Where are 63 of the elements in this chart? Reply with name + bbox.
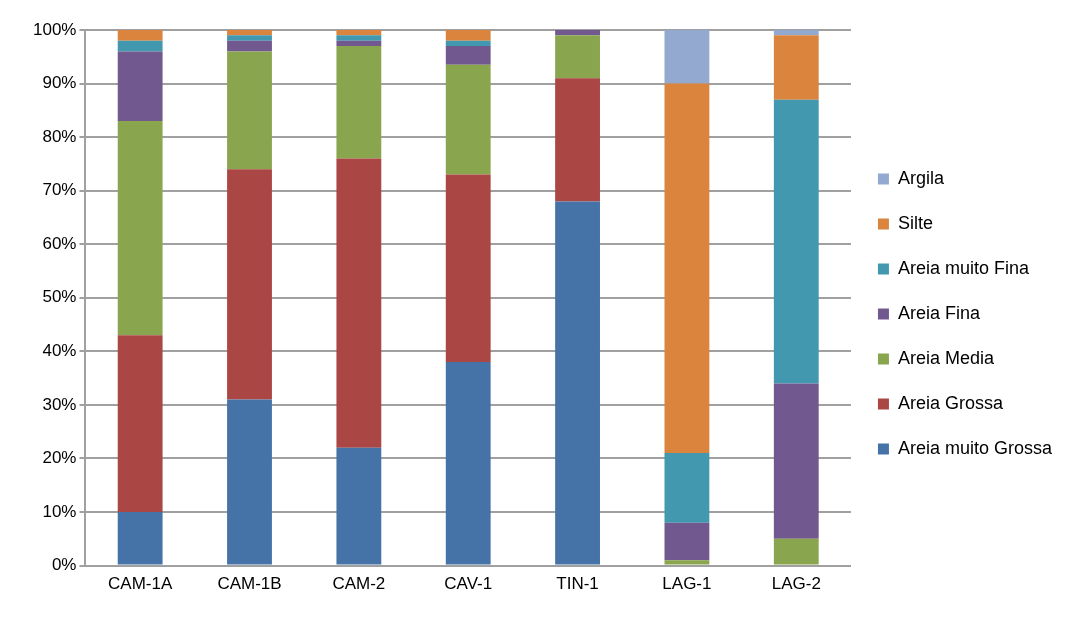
bar — [664, 522, 710, 561]
bar — [445, 362, 491, 565]
bar — [117, 121, 163, 336]
y-tick-label: 90% — [42, 73, 77, 93]
x-tick-label: CAM-2 — [332, 574, 386, 594]
bar — [445, 30, 491, 41]
bar — [336, 158, 382, 448]
bar — [117, 30, 163, 41]
bar — [336, 447, 382, 565]
bar — [117, 335, 163, 513]
bar — [336, 35, 382, 41]
bar — [336, 46, 382, 159]
bar — [773, 99, 819, 384]
bar — [555, 30, 600, 36]
y-tick-label: 30% — [42, 394, 77, 414]
bar — [664, 453, 710, 523]
bar — [227, 40, 272, 52]
bar — [773, 383, 819, 539]
bar — [227, 169, 272, 400]
y-tick-label: 50% — [42, 287, 77, 307]
bar — [555, 78, 600, 202]
bar — [555, 201, 600, 565]
x-tick-label: CAM-1A — [108, 574, 173, 594]
bar — [227, 35, 272, 41]
y-tick-label: 100% — [33, 19, 77, 39]
bar — [773, 30, 819, 36]
x-tick-label: LAG-1 — [662, 574, 712, 594]
bar — [227, 399, 272, 565]
bar — [336, 40, 382, 47]
legend-label: Areia Fina — [897, 302, 981, 323]
legend-label: Argila — [897, 167, 945, 188]
bar — [445, 64, 491, 175]
x-tick-label: TIN-1 — [556, 574, 599, 594]
bar — [117, 512, 163, 565]
bar — [664, 83, 710, 454]
y-tick-label: 0% — [51, 555, 77, 575]
bar — [117, 40, 163, 52]
x-tick-label: CAM-1B — [217, 574, 282, 594]
y-tick-label: 10% — [42, 501, 77, 521]
y-tick-label: 40% — [42, 341, 77, 361]
bar — [117, 51, 163, 122]
bar — [773, 35, 819, 100]
bar — [445, 46, 491, 65]
legend-label: Silte — [897, 212, 933, 233]
bar — [227, 30, 272, 36]
legend-label: Areia Media — [897, 347, 995, 368]
legend-label: Areia muito Grossa — [897, 437, 1053, 458]
bar — [336, 30, 382, 36]
bar — [555, 35, 600, 79]
bar — [227, 51, 272, 170]
bar — [664, 30, 710, 84]
y-tick-label: 70% — [42, 180, 77, 200]
bar — [664, 560, 710, 565]
y-tick-label: 80% — [42, 126, 77, 146]
bar — [445, 174, 491, 363]
bar — [445, 40, 491, 47]
legend-label: Areia Grossa — [897, 392, 1004, 413]
x-tick-label: CAV-1 — [444, 574, 493, 594]
legend-label: Areia muito Fina — [897, 257, 1030, 278]
bar — [773, 538, 819, 565]
y-tick-label: 60% — [42, 233, 77, 253]
y-tick-label: 20% — [42, 448, 77, 468]
x-tick-label: LAG-2 — [771, 574, 821, 594]
